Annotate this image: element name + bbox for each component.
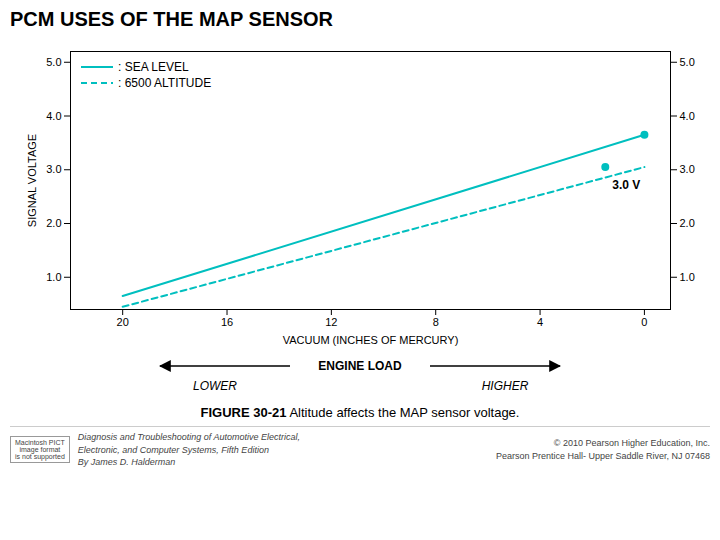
- html-text:PCM USES OF THE MAP SENSOR: PCM USES OF THE MAP SENSOR: [10, 8, 333, 30]
- html-text:: SEA LEVEL: : SEA LEVEL: [118, 60, 189, 74]
- svg-text:5.0: 5.0: [46, 56, 61, 68]
- svg-text:VACUUM (INCHES OF MERCURY): VACUUM (INCHES OF MERCURY): [283, 334, 459, 346]
- html-text:FIGURE 30-21 Altitude affects: FIGURE 30-21 Altitude affects the MAP se…: [200, 405, 520, 420]
- svg-text:4.0: 4.0: [680, 110, 695, 122]
- svg-text:2.0: 2.0: [680, 217, 695, 229]
- svg-text:2.0: 2.0: [46, 217, 61, 229]
- svg-text:HIGHER: HIGHER: [482, 379, 529, 393]
- svg-text:16: 16: [221, 316, 233, 328]
- svg-text:ENGINE LOAD: ENGINE LOAD: [318, 359, 402, 373]
- svg-text:3.0: 3.0: [680, 163, 695, 175]
- html-text:Macintosh PICT image format is: Macintosh PICT image format is not suppo…: [15, 439, 65, 461]
- svg-text:4.0: 4.0: [46, 110, 61, 122]
- svg-text:3.0 V: 3.0 V: [612, 178, 640, 192]
- html-text:© 2010 Pearson Higher Educatio: © 2010 Pearson Higher Education, Inc. Pe…: [495, 438, 710, 461]
- svg-text:1.0: 1.0: [46, 271, 61, 283]
- svg-text:4: 4: [537, 316, 543, 328]
- svg-text:8: 8: [433, 316, 439, 328]
- html-text:Diagnosis and Troubleshooting: Diagnosis and Troubleshooting of Automot…: [77, 432, 300, 468]
- svg-text:1.0: 1.0: [680, 271, 695, 283]
- svg-text:3.0: 3.0: [46, 163, 61, 175]
- svg-text:0: 0: [641, 316, 647, 328]
- svg-text:5.0: 5.0: [680, 56, 695, 68]
- svg-text:LOWER: LOWER: [193, 379, 237, 393]
- html-text:: 6500 ALTITUDE: : 6500 ALTITUDE: [118, 76, 212, 90]
- svg-text:20: 20: [117, 316, 129, 328]
- svg-text:SIGNAL VOLTAGE: SIGNAL VOLTAGE: [26, 134, 38, 227]
- svg-text:12: 12: [325, 316, 337, 328]
